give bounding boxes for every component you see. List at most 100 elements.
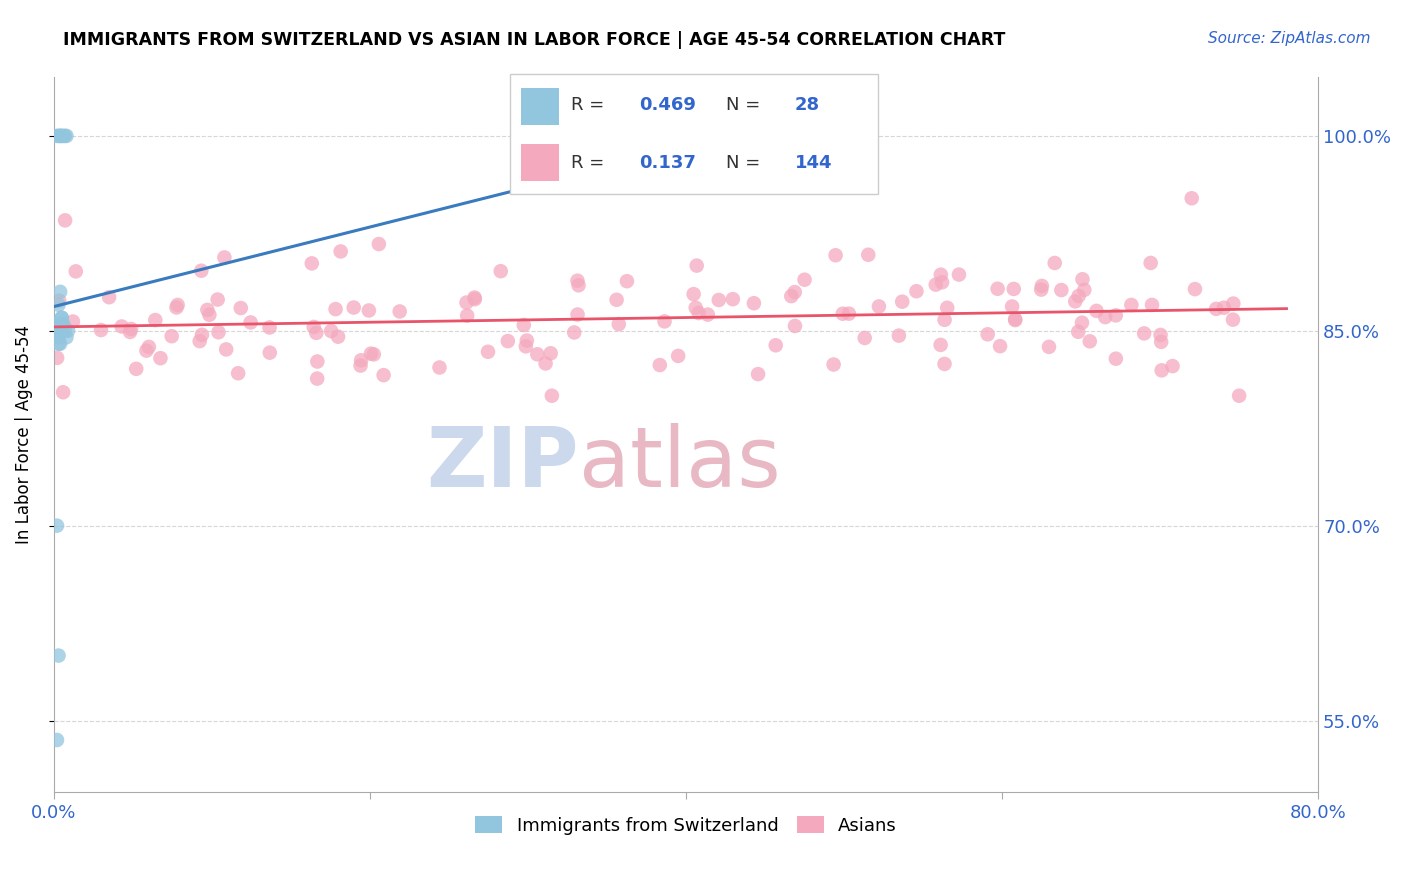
Point xyxy=(51,310,73,325)
Point xyxy=(305,326,328,340)
Point xyxy=(65,264,87,278)
Point xyxy=(948,268,970,282)
Point xyxy=(166,298,188,312)
Text: Source: ZipAtlas.com: Source: ZipAtlas.com xyxy=(1208,31,1371,46)
Point xyxy=(48,128,70,143)
Point xyxy=(48,336,70,351)
Point xyxy=(357,303,380,318)
Point xyxy=(302,320,325,334)
Point xyxy=(1205,301,1227,316)
Point xyxy=(53,128,76,143)
Point xyxy=(534,356,557,370)
Text: 144: 144 xyxy=(794,153,832,171)
Point xyxy=(229,301,252,315)
Point xyxy=(1140,298,1163,312)
Point xyxy=(207,293,229,307)
Point xyxy=(1213,301,1236,315)
Point xyxy=(988,339,1011,353)
Point xyxy=(780,289,803,303)
Point xyxy=(207,325,229,339)
Point xyxy=(53,324,76,338)
Point xyxy=(1133,326,1156,341)
Point xyxy=(190,263,212,277)
Point xyxy=(226,366,249,380)
Point xyxy=(765,338,787,352)
Point xyxy=(98,290,121,304)
Point xyxy=(1150,334,1173,349)
Point xyxy=(46,324,69,338)
Point xyxy=(188,334,211,348)
Point xyxy=(56,324,79,338)
Point xyxy=(929,338,952,352)
Point xyxy=(987,282,1010,296)
Point xyxy=(934,313,956,327)
Point xyxy=(350,353,373,368)
Point xyxy=(367,237,389,252)
Point xyxy=(149,351,172,366)
Text: N =: N = xyxy=(727,153,766,171)
Point xyxy=(934,357,956,371)
Legend: Immigrants from Switzerland, Asians: Immigrants from Switzerland, Asians xyxy=(467,807,905,844)
Point xyxy=(1038,340,1060,354)
Point xyxy=(120,322,142,336)
Point xyxy=(1073,283,1095,297)
Point xyxy=(567,308,589,322)
Point xyxy=(388,304,411,318)
Point xyxy=(831,307,853,321)
Point xyxy=(1222,296,1244,310)
Point xyxy=(688,306,710,320)
Point xyxy=(868,300,890,314)
FancyBboxPatch shape xyxy=(522,144,560,181)
Text: atlas: atlas xyxy=(578,423,780,504)
Point xyxy=(853,331,876,345)
Point xyxy=(52,318,75,332)
Point xyxy=(1149,327,1171,342)
Point xyxy=(1085,304,1108,318)
Point xyxy=(976,327,998,342)
Point xyxy=(301,256,323,270)
Point xyxy=(925,277,948,292)
Point xyxy=(360,346,382,360)
Point xyxy=(936,301,959,315)
Point xyxy=(51,128,73,143)
Point xyxy=(607,317,630,331)
Point xyxy=(52,128,75,143)
Point xyxy=(329,244,352,259)
Point xyxy=(654,314,676,328)
Point xyxy=(783,285,806,299)
Point xyxy=(1222,312,1244,326)
Point xyxy=(51,310,73,325)
Point xyxy=(239,315,262,329)
Point xyxy=(1094,310,1116,324)
Point xyxy=(48,318,70,332)
Point xyxy=(1043,256,1066,270)
Text: R =: R = xyxy=(571,96,610,114)
Text: N =: N = xyxy=(727,96,766,114)
Point xyxy=(515,339,537,353)
Point xyxy=(46,518,69,533)
Point xyxy=(90,323,112,337)
Point xyxy=(686,259,709,273)
Point xyxy=(118,325,141,339)
Point xyxy=(526,347,548,361)
Point xyxy=(931,275,953,289)
Point xyxy=(52,385,75,400)
Text: 0.137: 0.137 xyxy=(638,153,696,171)
Point xyxy=(215,343,238,357)
Point xyxy=(51,318,73,332)
Point xyxy=(48,648,70,663)
Point xyxy=(682,287,704,301)
Point xyxy=(596,168,619,182)
Point xyxy=(138,340,160,354)
Point xyxy=(464,292,486,306)
FancyBboxPatch shape xyxy=(522,87,560,125)
Y-axis label: In Labor Force | Age 45-54: In Labor Force | Age 45-54 xyxy=(15,326,32,544)
Point xyxy=(373,368,395,383)
Point xyxy=(456,309,478,323)
Point xyxy=(1031,279,1053,293)
Point xyxy=(838,307,860,321)
Point xyxy=(1150,363,1173,377)
FancyBboxPatch shape xyxy=(510,74,879,194)
Point xyxy=(696,308,718,322)
Point xyxy=(858,248,880,262)
